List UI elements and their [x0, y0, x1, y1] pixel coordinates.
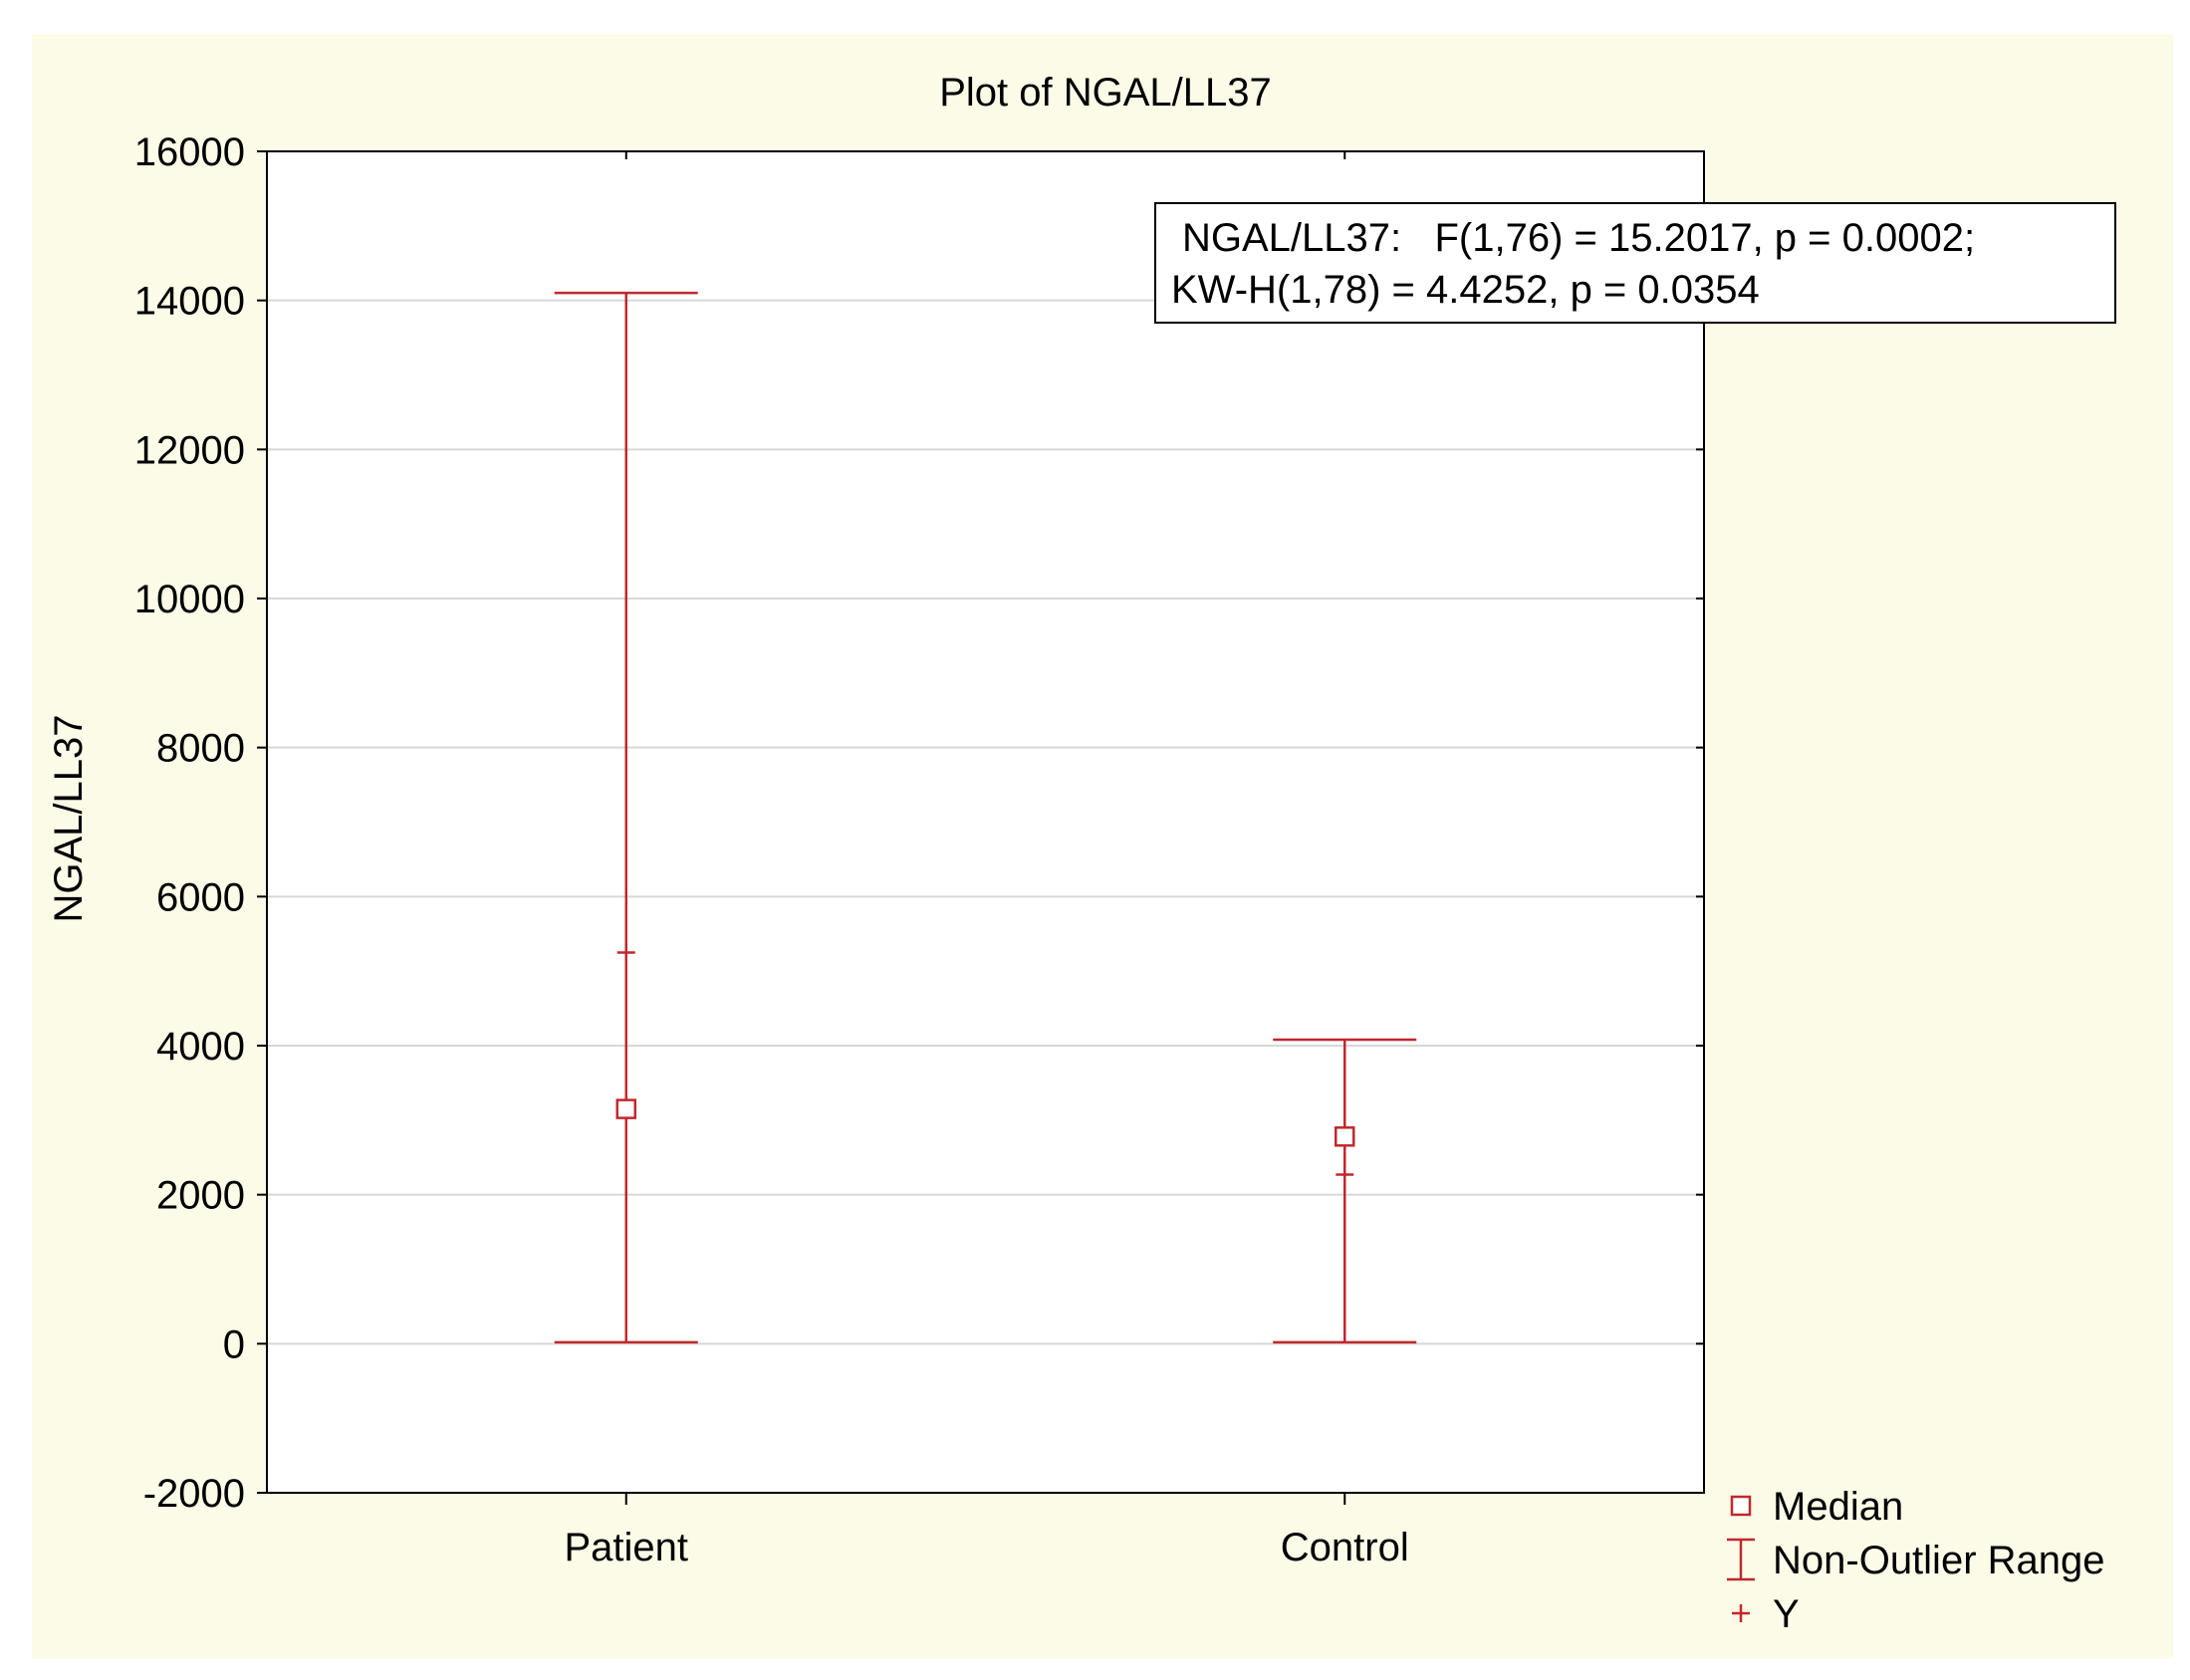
plot-frame [266, 150, 1705, 1494]
group-patient [554, 291, 698, 1344]
y-tick-label: -2000 [143, 1472, 245, 1516]
legend: Median Non-Outlier Range Y [1727, 1485, 2105, 1636]
legend-label: Non-Outlier Range [1773, 1539, 2105, 1582]
legend-item-plus: Y [1732, 1592, 1800, 1636]
series-marks [554, 291, 1417, 1344]
annotation-box [1154, 202, 2116, 324]
group-control [1273, 1038, 1417, 1344]
y-tick-label: 12000 [134, 428, 245, 472]
grid-lines [267, 299, 1704, 1345]
legend-median-symbol [1730, 1495, 1752, 1517]
x-tick-label: Control [1281, 1526, 1409, 1569]
y-tick-label: 10000 [134, 578, 245, 621]
median-marker [615, 1098, 636, 1119]
chart-title: Plot of NGAL/LL37 [939, 71, 1272, 115]
annotation-line-2: KW-H(1,78) = 4.4252, p = 0.0354 [1171, 268, 1760, 312]
annotation-line-1: NGAL/LL37: F(1,76) = 15.2017, p = 0.0002… [1182, 216, 1975, 260]
y-tick-label: 0 [223, 1322, 245, 1366]
stats-annotation: NGAL/LL37: F(1,76) = 15.2017, p = 0.0002… [1154, 202, 2116, 324]
y-tick-label: 2000 [156, 1174, 245, 1218]
y-tick-label: 16000 [134, 130, 245, 174]
y-tick-label: 6000 [156, 875, 245, 919]
axes: -2000 0 2000 4000 6000 8000 10000 12000 14000 160… [134, 130, 1704, 1569]
legend-item-range-bar: Non-Outlier Range [1727, 1538, 2105, 1582]
legend-label: Median [1773, 1485, 1903, 1529]
y-tick-label: 8000 [156, 727, 245, 771]
y-tick-label: 14000 [134, 280, 245, 324]
median-marker [1335, 1126, 1355, 1147]
y-tick-label: 4000 [156, 1025, 245, 1069]
legend-item-median-square: Median [1730, 1485, 1903, 1529]
legend-label: Y [1773, 1592, 1800, 1636]
x-tick-label: Patient [564, 1526, 688, 1569]
plot-area [267, 151, 1704, 1493]
y-axis-label: NGAL/LL37 [47, 714, 91, 922]
